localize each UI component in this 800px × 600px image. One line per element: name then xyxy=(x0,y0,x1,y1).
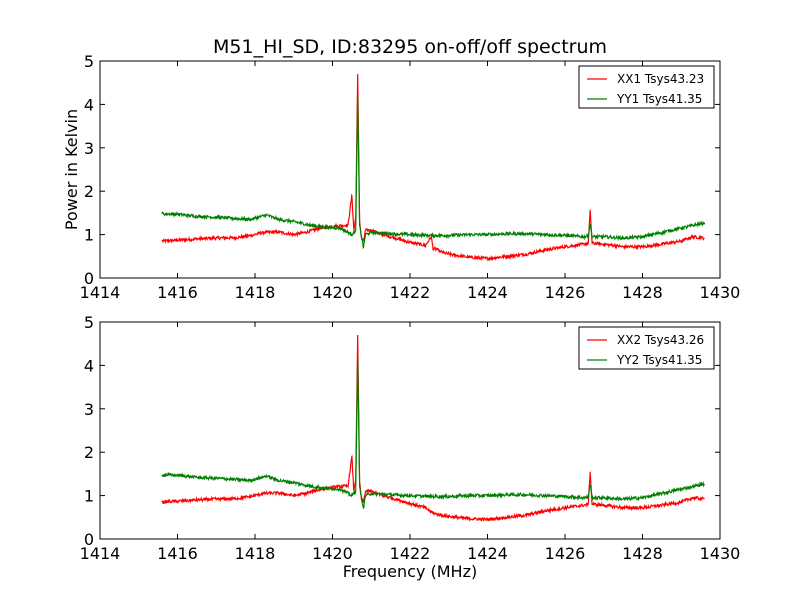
x-tick-label: 1414 xyxy=(80,283,121,302)
x-tick-label: 1430 xyxy=(700,283,741,302)
x-tick-label: 1422 xyxy=(390,544,431,563)
legend-label: YY2 Tsys41.35 xyxy=(616,353,702,367)
y-tick-label: 5 xyxy=(84,313,94,332)
x-tick-label: 1416 xyxy=(157,283,198,302)
x-tick-label: 1414 xyxy=(80,544,121,563)
panels: 1414 1416 1418 1420 1422 1424 1426 1428 14300123… xyxy=(62,52,740,581)
x-tick-label: 1430 xyxy=(700,544,741,563)
x-tick-label: 1424 xyxy=(467,544,508,563)
x-tick-label: 1428 xyxy=(622,283,663,302)
x-tick-label: 1418 xyxy=(235,283,276,302)
x-tick-label: 1426 xyxy=(545,544,586,563)
legend-label: YY1 Tsys41.35 xyxy=(616,92,702,106)
legend-label: XX1 Tsys43.23 xyxy=(617,72,704,86)
x-tick-label: 1416 xyxy=(157,544,198,563)
series-line-2 xyxy=(161,95,706,249)
x-tick-label: 1420 xyxy=(312,544,353,563)
x-tick-label: 1420 xyxy=(312,283,353,302)
series-line-2 xyxy=(161,356,705,509)
y-tick-label: 1 xyxy=(84,487,94,506)
y-tick-label: 4 xyxy=(84,356,94,375)
y-tick-label: 2 xyxy=(84,443,94,462)
y-tick-label: 1 xyxy=(84,226,94,245)
legend: XX1 Tsys43.23 YY1 Tsys41.35 xyxy=(578,65,715,109)
y-tick-label: 3 xyxy=(84,400,94,419)
series-line-1 xyxy=(161,74,705,262)
y-tick-label: 0 xyxy=(84,530,94,549)
legend: XX2 Tsys43.26 YY2 Tsys41.35 xyxy=(578,326,715,370)
y-tick-label: 0 xyxy=(84,269,94,288)
legend-box xyxy=(578,65,715,109)
y-tick-label: 3 xyxy=(84,139,94,158)
panel-1: 1414 1416 1418 1420 1422 1424 1426 1428 1430 0 1 2 3… xyxy=(62,52,740,302)
x-axis-label: Frequency (MHz) xyxy=(343,562,477,581)
y-tick-label: 2 xyxy=(84,182,94,201)
x-tick-label: 1418 xyxy=(235,544,276,563)
panel-2: 1414 1416 1418 1420 1422 1424 1426 1428 1430 0 1 2 3… xyxy=(80,313,741,581)
chart-title: M51_HI_SD, ID:83295 on-off/off spectrum xyxy=(213,36,607,58)
x-tick-label: 1426 xyxy=(545,283,586,302)
x-tick-label: 1424 xyxy=(467,283,508,302)
legend-box xyxy=(578,326,715,370)
series-line-1 xyxy=(161,335,705,523)
legend-label: XX2 Tsys43.26 xyxy=(617,333,704,347)
y-tick-label: 5 xyxy=(84,52,94,71)
x-tick-label: 1428 xyxy=(622,544,663,563)
y-axis-label: Power in Kelvin xyxy=(62,109,81,230)
y-tick-label: 4 xyxy=(84,95,94,114)
x-tick-label: 1422 xyxy=(390,283,431,302)
